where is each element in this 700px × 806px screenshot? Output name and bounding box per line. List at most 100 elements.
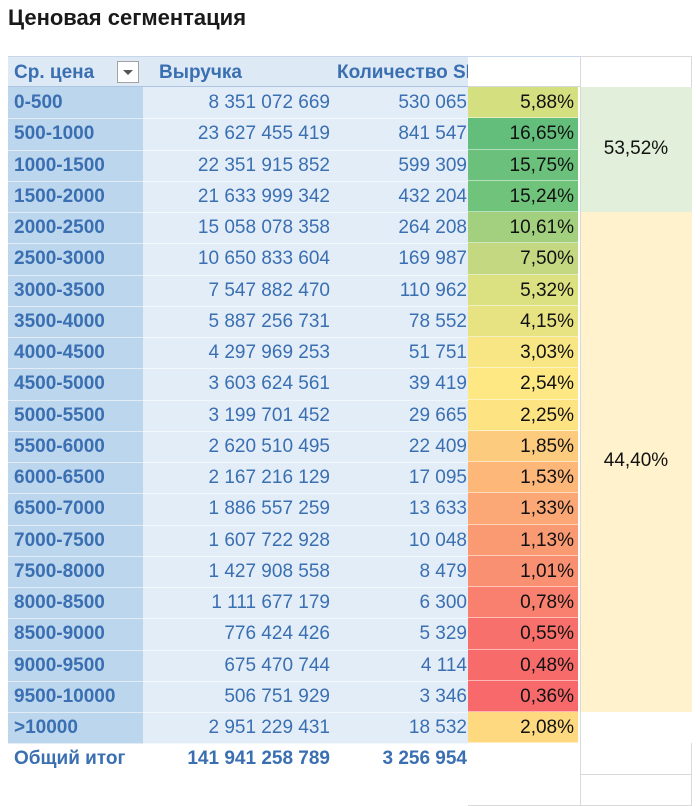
row-divider [8,680,468,682]
sku-count-cell: 841 547 [398,123,467,145]
table-row[interactable]: 500-1000 23 627 455 419 841 547 16,65% [8,118,581,150]
sku-count-cell: 10 048 [408,529,467,551]
share-cell: 0,78% [468,587,578,619]
revenue-cell: 2 951 229 431 [208,717,330,738]
range-column-bg [8,87,143,744]
row-divider [8,649,468,651]
revenue-cell: 776 424 426 [224,623,330,645]
share-cell: 2,25% [468,399,578,431]
price-range-cell: 9500-10000 [14,685,116,707]
empty-cell [580,774,692,806]
share-cell: 15,24% [468,180,578,212]
sku-count-cell: 17 095 [408,467,467,488]
revenue-cell: 2 167 216 129 [208,467,330,488]
chevron-down-icon[interactable] [117,61,139,83]
table-row[interactable]: 2000-2500 15 058 078 358 264 208 10,61% [8,212,581,244]
header-cell-range[interactable]: Ср. цена [8,56,143,87]
sku-count-cell: 3 346 [419,685,467,707]
price-range-cell: 2500-3000 [14,248,105,270]
revenue-cell: 3 603 624 561 [208,373,330,395]
row-divider [8,118,468,120]
group-share-cell: 44,40% [580,212,692,712]
table-row[interactable]: 7000-7500 1 607 722 928 10 048 1,13% [8,524,581,556]
price-range-cell: 9000-9500 [14,654,105,676]
table-row[interactable]: 4500-5000 3 603 624 561 39 419 2,54% [8,368,581,400]
row-divider [8,493,468,495]
revenue-cell: 1 111 677 179 [211,592,330,613]
revenue-cell: 21 633 999 342 [197,185,330,207]
row-divider [8,712,468,713]
row-divider [8,524,468,526]
header-revenue-label: Выручка [159,62,242,83]
share-cell: 7,50% [468,243,578,275]
table-row[interactable]: 0-500 8 351 072 669 530 065 5,88% [8,87,581,119]
price-range-cell: 500-1000 [14,123,95,145]
header-cell-group-empty [580,56,692,87]
sku-count-cell: 29 665 [408,404,467,426]
sku-count-cell: 13 633 [408,498,467,520]
share-cell: 10,61% [468,212,578,244]
share-cell: 2,54% [468,368,578,400]
share-cell: 5,32% [468,274,578,306]
total-revenue: 141 941 258 789 [187,748,330,770]
price-range-cell: 4500-5000 [14,373,105,395]
sku-count-cell: 432 204 [398,185,467,207]
row-divider [8,212,468,213]
table-row[interactable]: 7500-8000 1 427 908 558 8 479 1,01% [8,555,581,587]
revenue-cell: 1 427 908 558 [208,560,330,582]
header-range-label: Ср. цена [14,62,95,83]
table-row[interactable]: 6500-7000 1 886 557 259 13 633 1,33% [8,493,581,525]
revenue-cell: 1 607 722 928 [208,529,330,551]
revenue-cell: 7 547 882 470 [208,279,330,301]
page-title: Ценовая сегментация [8,5,247,30]
sku-count-cell: 78 552 [408,310,467,332]
header-sku-label: Количество SKU [337,62,494,83]
header-cell-revenue: Выручка [143,56,333,87]
revenue-cell: 2 620 510 495 [208,435,330,457]
table-row[interactable]: 1500-2000 21 633 999 342 432 204 15,24% [8,180,581,212]
table-row[interactable]: >10000 2 951 229 431 18 532 2,08% [8,712,581,744]
total-row: Общий итог 141 941 258 789 3 256 954 [8,743,581,774]
share-cell: 2,08% [468,712,578,744]
sku-count-cell: 169 987 [398,248,467,270]
sku-count-cell: 5 329 [419,623,467,645]
table-row[interactable]: 8500-9000 776 424 426 5 329 0,55% [8,618,581,650]
price-range-cell: 6000-6500 [14,467,105,488]
header-cell-empty [468,56,580,87]
table-row[interactable]: 3500-4000 5 887 256 731 78 552 4,15% [8,305,581,337]
share-cell: 3,03% [468,337,578,369]
share-cell: 1,85% [468,430,578,462]
group-share-cell: 53,52% [580,87,692,212]
empty-cell [468,775,580,806]
revenue-cell: 22 351 915 852 [197,154,330,176]
share-cell: 1,53% [468,462,578,494]
share-cell: 5,88% [468,87,578,119]
sku-count-cell: 8 479 [419,560,467,582]
sku-count-cell: 18 532 [408,717,467,738]
group-share-label: 44,40% [603,450,669,471]
table-row[interactable]: 2500-3000 10 650 833 604 169 987 7,50% [8,243,581,275]
share-cell: 1,33% [468,493,578,525]
share-cell: 1,01% [468,555,578,587]
price-range-cell: 7000-7500 [14,529,105,551]
table-row[interactable]: 5500-6000 2 620 510 495 22 409 1,85% [8,430,581,462]
table-row[interactable]: 1000-1500 22 351 915 852 599 309 15,75% [8,149,581,181]
table-row[interactable]: 6000-6500 2 167 216 129 17 095 1,53% [8,462,581,494]
table-row[interactable]: 9500-10000 506 751 929 3 346 0,36% [8,680,581,712]
row-divider [8,399,468,401]
header-cell-sku: Количество SKU [333,56,493,87]
revenue-cell: 8 351 072 669 [208,92,330,113]
row-divider [8,430,468,432]
share-cell: 0,48% [468,649,578,681]
table-row[interactable]: 4000-4500 4 297 969 253 51 751 3,03% [8,337,581,369]
table-row[interactable]: 8000-8500 1 111 677 179 6 300 0,78% [8,587,581,619]
table-row[interactable]: 5000-5500 3 199 701 452 29 665 2,25% [8,399,581,431]
price-range-cell: 5500-6000 [14,435,105,457]
table-row[interactable]: 3000-3500 7 547 882 470 110 962 5,32% [8,274,581,306]
row-divider [8,743,468,745]
sku-count-cell: 39 419 [408,373,467,395]
row-divider [8,274,468,276]
table-row[interactable]: 9000-9500 675 470 744 4 114 0,48% [8,649,581,681]
sku-count-cell: 530 065 [398,92,467,113]
share-cell: 1,13% [468,524,578,556]
